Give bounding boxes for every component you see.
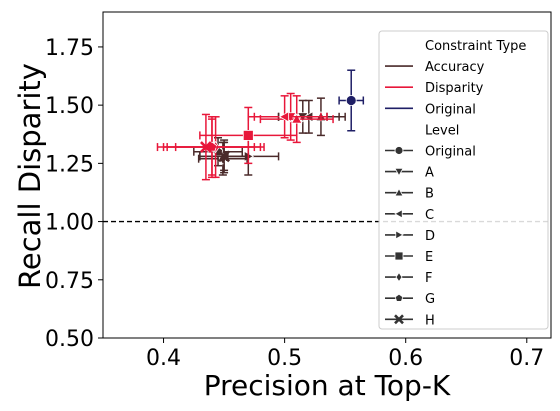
legend: Constraint Type Accuracy Disparity Original…: [378, 30, 549, 330]
series-disparity: [156, 92, 334, 181]
data-point-disparity-h-stroke: [199, 141, 212, 153]
series-accuracy: [193, 97, 346, 176]
legend-label-disparity: Disparity: [425, 81, 484, 96]
y-tick-label: 1.00: [45, 211, 94, 236]
x-tick-label: 0.7: [509, 346, 544, 371]
data-point-disparity-c: [278, 111, 290, 123]
legend-marker-b: [394, 187, 404, 197]
legend-marker-c: [394, 209, 403, 219]
data-point-original-original: [345, 95, 357, 106]
legend-marker-a: [394, 167, 404, 177]
legend-label-level-g: G: [425, 292, 435, 307]
x-tick-label: 0.5: [267, 346, 302, 371]
y-tick-label: 0.75: [45, 269, 94, 294]
legend-header-constraint: Constraint Type: [425, 39, 526, 54]
x-tick-label: 0.4: [146, 346, 181, 371]
legend-marker-e: [394, 251, 404, 261]
legend-label-level-e: E: [425, 250, 433, 265]
plot-area: 0.4 0.5 0.6 0.7 0.50 0.75 1.00 1.25 1.50 1.75: [45, 11, 552, 371]
legend-label-accuracy: Accuracy: [425, 60, 485, 75]
legend-marker-h: [394, 314, 404, 325]
y-axis-label: Recall Disparity: [13, 63, 47, 289]
x-axis-label: Precision at Top-K: [204, 369, 451, 402]
legend-marker-d: [395, 230, 404, 240]
data-point-accuracy-h-stroke: [218, 150, 231, 163]
data-point-disparity-b: [291, 113, 303, 124]
legend-header-level: Level: [425, 123, 459, 138]
x-tick-label: 0.6: [388, 346, 423, 371]
legend-label-level-f: F: [425, 271, 432, 286]
legend-label-level-c: C: [425, 208, 434, 223]
legend-label-original: Original: [425, 102, 476, 117]
legend-marker-f: [395, 271, 403, 283]
data-point-disparity-e: [242, 130, 254, 141]
legend-marker-original: [394, 146, 404, 155]
series-original: [338, 69, 365, 132]
legend-label-level-h: H: [425, 313, 435, 328]
legend-box: [378, 30, 549, 330]
data-point-disparity-h: [199, 141, 212, 153]
y-tick-label: 1.75: [45, 36, 94, 61]
data-point-accuracy-h: [218, 150, 231, 163]
y-tick-label: 1.50: [45, 94, 94, 119]
legend-marker-h-stroke: [394, 314, 404, 325]
plot-frame: [102, 11, 552, 339]
y-tick-label: 0.50: [45, 327, 94, 352]
legend-label-level-b: B: [425, 187, 434, 202]
legend-label-level-original: Original: [425, 145, 476, 160]
legend-marker-g: [394, 293, 404, 302]
y-tick-label: 1.25: [45, 152, 94, 177]
legend-label-level-d: D: [425, 229, 435, 244]
legend-label-level-a: A: [425, 166, 434, 181]
